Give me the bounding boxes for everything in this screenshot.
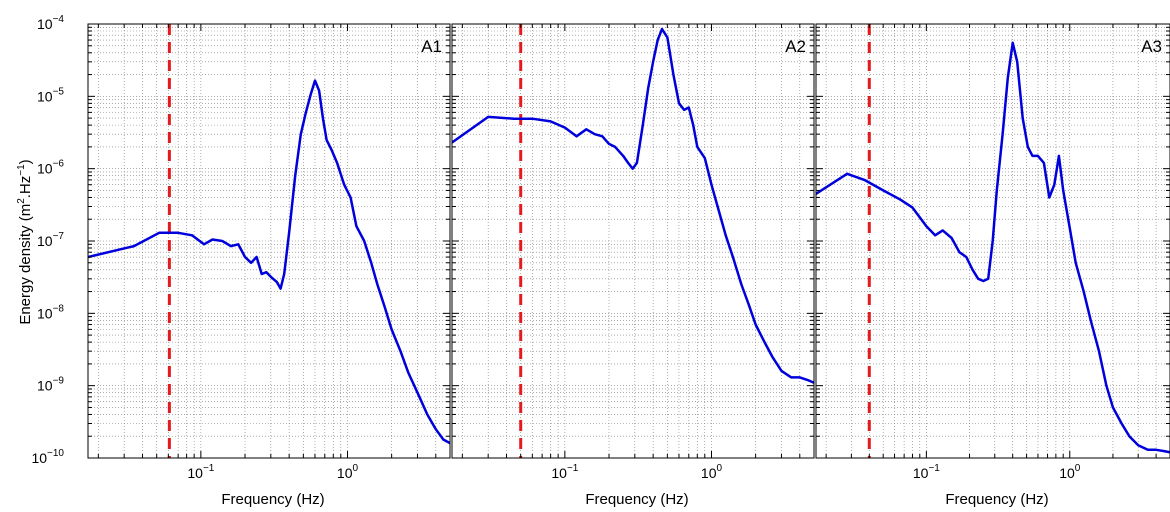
x-tick-label-exp: 0: [1075, 463, 1081, 474]
panel-label: A3: [1141, 37, 1162, 56]
y-tick-label-base: 10: [37, 233, 53, 249]
x-axis-label: Frequency (Hz): [585, 491, 688, 508]
x-tick-label-base: 10: [551, 465, 567, 481]
y-axis-label-sup-2: −1: [16, 164, 27, 176]
y-tick-label: 10−8: [37, 303, 64, 321]
grid-lines: [816, 24, 1170, 458]
grid-lines: [452, 24, 814, 458]
x-tick-label-exp: 0: [353, 463, 359, 474]
data-series-line: [452, 27, 814, 384]
y-tick-label: 10−10: [31, 448, 64, 466]
panel-label: A1: [421, 37, 442, 56]
y-tick-label-exp: −7: [53, 231, 65, 242]
x-tick-label-base: 10: [1059, 465, 1075, 481]
y-tick-label: 10−9: [37, 376, 64, 394]
x-tick-label: 100: [337, 463, 359, 481]
y-axis-label-mid: .Hz: [17, 176, 34, 199]
x-tick-label-exp: −1: [203, 463, 215, 474]
panel-label: A2: [785, 37, 806, 56]
y-tick-label-base: 10: [37, 305, 53, 321]
x-tick-label: 10−1: [913, 463, 940, 481]
data-series-line: [88, 79, 450, 445]
y-axis-label-main: Energy density (m: [17, 204, 34, 325]
grid-lines: [88, 24, 450, 458]
x-axis-label: Frequency (Hz): [221, 491, 324, 508]
y-tick-label-exp: −6: [53, 159, 65, 170]
x-axis-label: Frequency (Hz): [945, 491, 1048, 508]
y-tick-label: 10−6: [37, 159, 64, 177]
y-tick-label-base: 10: [37, 16, 53, 32]
y-tick-label-base: 10: [31, 450, 47, 466]
y-tick-label-base: 10: [37, 378, 53, 394]
x-tick-label: 100: [701, 463, 723, 481]
y-axis-label-end: ): [17, 159, 34, 164]
x-tick-label-exp: −1: [928, 463, 940, 474]
x-tick-label: 10−1: [551, 463, 578, 481]
y-tick-label: 10−7: [37, 231, 64, 249]
y-tick-label-exp: −5: [53, 86, 65, 97]
y-axis-label-sup-1: 2: [16, 198, 27, 204]
y-axis-label: Energy density (m2.Hz−1): [16, 159, 34, 324]
y-tick-label-exp: −9: [53, 376, 65, 387]
data-series-line: [816, 41, 1170, 454]
y-tick-label-exp: −8: [53, 303, 65, 314]
y-tick-label-exp: −10: [47, 448, 64, 459]
x-tick-label: 100: [1059, 463, 1081, 481]
y-tick-label-base: 10: [37, 161, 53, 177]
x-tick-label-base: 10: [701, 465, 717, 481]
x-tick-label: 10−1: [187, 463, 214, 481]
x-tick-label-base: 10: [187, 465, 203, 481]
panel-a1: 10−1 10010−410−510−610−710−810−910−10Freq…: [31, 14, 451, 508]
x-tick-label-base: 10: [913, 465, 929, 481]
x-tick-label-base: 10: [337, 465, 353, 481]
x-tick-label-exp: −1: [567, 463, 579, 474]
y-tick-label-base: 10: [37, 88, 53, 104]
y-tick-label: 10−4: [37, 14, 64, 32]
y-tick-label-exp: −4: [53, 14, 65, 25]
chart-panels: 10−1 10010−410−510−610−710−810−910−10Freq…: [31, 14, 1170, 508]
x-tick-label-exp: 0: [717, 463, 723, 474]
y-tick-label: 10−5: [37, 86, 64, 104]
